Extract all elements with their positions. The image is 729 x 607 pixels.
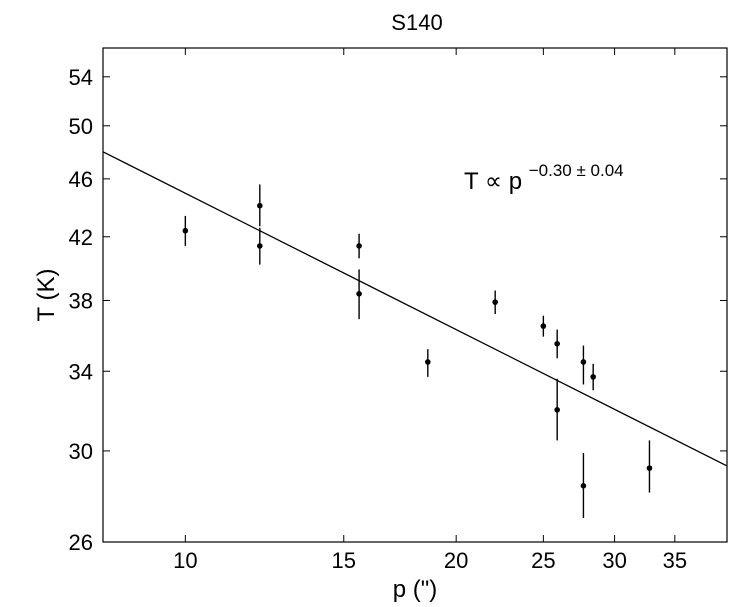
y-tick-label: 46 <box>69 167 93 192</box>
y-tick-label: 50 <box>69 114 93 139</box>
x-tick-label: 15 <box>332 548 356 573</box>
data-marker <box>540 323 547 329</box>
data-point <box>554 329 560 359</box>
data-point <box>580 453 587 518</box>
plot-frame <box>102 47 728 543</box>
fit-line-group <box>102 151 728 467</box>
chart-title: S140 <box>391 10 442 35</box>
power-law-annotation: T ∝ p −0.30 ± 0.04 <box>464 161 624 195</box>
data-marker <box>492 299 498 305</box>
data-point <box>356 233 362 259</box>
y-tick-label: 54 <box>69 65 93 90</box>
data-point <box>554 378 560 441</box>
y-axis-ticks: 26 30 34 38 42 46 50 54 <box>69 65 727 555</box>
y-axis-title: T (K) <box>33 269 60 322</box>
x-tick-label: 35 <box>663 548 687 573</box>
data-marker <box>425 359 431 365</box>
data-marker <box>356 243 362 249</box>
data-point <box>492 290 498 315</box>
y-tick-label: 38 <box>69 288 93 313</box>
annotation-main: T ∝ p <box>464 168 522 195</box>
data-marker <box>554 407 560 413</box>
data-marker <box>554 340 560 347</box>
data-point <box>182 215 189 246</box>
x-axis-title: p (") <box>393 576 438 603</box>
data-point <box>257 184 263 227</box>
data-marker <box>257 202 263 209</box>
fit-line <box>102 151 728 467</box>
data-marker <box>580 359 587 365</box>
y-tick-label: 26 <box>69 530 93 555</box>
data-point <box>580 345 587 385</box>
data-marker <box>646 465 653 471</box>
annotation-exponent: −0.30 ± 0.04 <box>529 161 624 180</box>
data-point <box>257 227 263 265</box>
data-point <box>540 315 547 337</box>
data-point <box>590 363 596 391</box>
data-marker <box>590 374 596 380</box>
x-axis-ticks: 10 15 20 25 30 35 <box>173 48 687 573</box>
data-points <box>182 184 653 518</box>
x-tick-label: 30 <box>602 548 626 573</box>
y-tick-label: 42 <box>69 225 93 250</box>
x-tick-label: 20 <box>444 548 468 573</box>
data-marker <box>182 227 189 234</box>
x-tick-label: 10 <box>173 548 197 573</box>
data-marker <box>580 483 587 489</box>
y-tick-label: 30 <box>69 439 93 464</box>
data-point <box>356 269 362 320</box>
data-marker <box>257 243 263 249</box>
data-marker <box>356 290 362 297</box>
x-tick-label: 25 <box>531 548 555 573</box>
data-point <box>646 440 653 493</box>
y-tick-label: 34 <box>69 359 93 384</box>
data-point <box>425 349 431 377</box>
